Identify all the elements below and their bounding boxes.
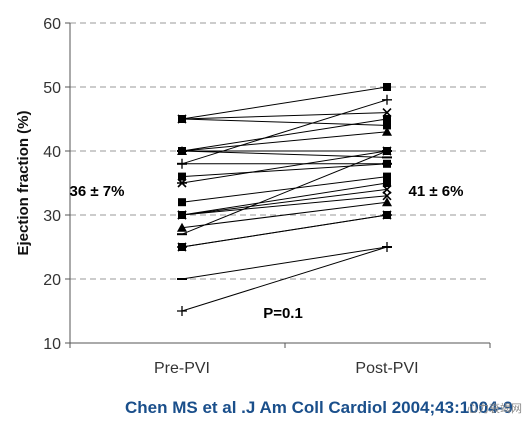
x-tick-label: Post-PVI [355, 360, 418, 377]
y-tick-label: 10 [43, 336, 61, 353]
data-point-plus [177, 306, 187, 316]
data-point-plus [382, 95, 392, 105]
series-line [182, 151, 387, 183]
y-tick-label: 20 [43, 272, 61, 289]
y-tick-label: 30 [43, 208, 61, 225]
series-line [182, 164, 387, 177]
patient-line [178, 83, 391, 123]
series-line [182, 113, 387, 119]
data-point-square [383, 179, 391, 187]
data-point-plus [382, 242, 392, 252]
data-point-square [178, 198, 186, 206]
y-tick-labels: 10 20 30 40 50 60 [43, 16, 61, 353]
series-line [182, 215, 387, 247]
series-line [182, 87, 387, 119]
pre-mean-annotation: 36 ± 7% [70, 183, 125, 200]
y-axis-title: Ejection fraction (%) [15, 110, 32, 255]
patient-line [178, 173, 391, 207]
patient-line [177, 211, 392, 251]
post-mean-annotation: 41 ± 6% [409, 183, 464, 200]
x-tick-labels: Pre-PVI Post-PVI [154, 360, 419, 377]
patient-line [177, 247, 392, 279]
data-point-square [383, 83, 391, 91]
series-line [182, 247, 387, 279]
y-tick-label: 60 [43, 16, 61, 33]
data-point-square [383, 160, 391, 168]
patient-series [177, 83, 392, 316]
patient-line [177, 95, 392, 169]
patient-line [178, 109, 391, 123]
p-value-annotation: P=0.1 [263, 305, 303, 322]
series-line [182, 119, 387, 125]
patient-line [178, 185, 391, 219]
y-tick-label: 40 [43, 144, 61, 161]
y-tick-label: 50 [43, 80, 61, 97]
data-point-square [383, 115, 391, 123]
patient-line [177, 151, 392, 157]
citation: Chen MS et al .J Am Coll Cardiol 2004;43… [125, 398, 513, 418]
patient-line [177, 147, 392, 187]
patient-line [178, 115, 391, 129]
series-line [182, 189, 387, 215]
patient-line [178, 160, 391, 181]
x-tick-label: Pre-PVI [154, 360, 210, 377]
data-point-square [178, 115, 186, 123]
patient-line [178, 115, 391, 155]
watermark: 心力衰竭网 [467, 400, 522, 416]
